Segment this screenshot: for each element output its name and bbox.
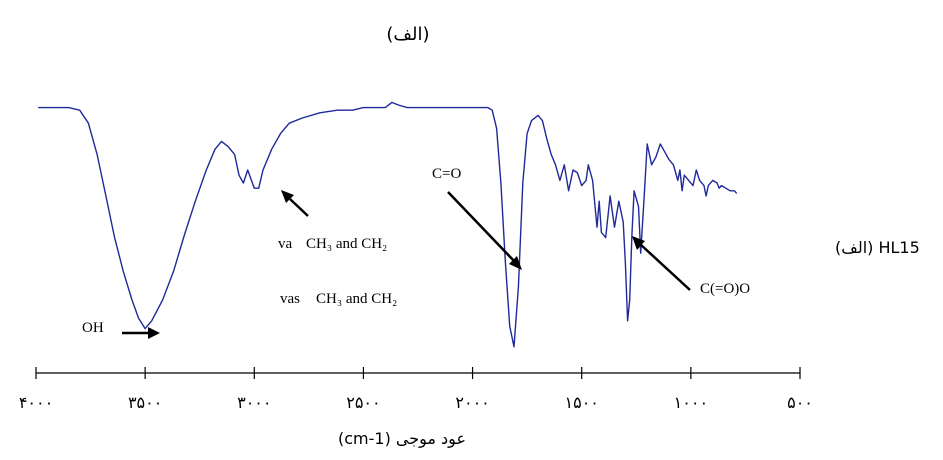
x-axis-ticks: ۴۰۰۰ ۳۵۰۰ ۳۰۰۰ ۲۵۰۰ ۲۰۰۰ ۱۵۰۰ ۱۰۰۰ ۵۰۰: [19, 367, 813, 412]
x-tick-label: ۱۵۰۰: [565, 393, 599, 412]
annotation-vas-prefix: vas: [280, 291, 300, 307]
x-axis-label: عود موجی (cm-1): [338, 429, 466, 449]
arrow-ester: [632, 236, 691, 291]
x-tick-label: ۲۵۰۰: [346, 393, 380, 412]
plot-area: [38, 101, 738, 348]
side-label: (الف) HL15: [835, 238, 920, 257]
annotation-ester: C(=O)O: [700, 281, 750, 297]
annotation-vas-group: vas CH₃ and CH₂: [280, 291, 397, 307]
x-tick-label: ۳۰۰۰: [237, 393, 271, 412]
annotation-va-prefix: va: [278, 236, 293, 252]
chart-title: (الف): [386, 24, 429, 45]
x-tick-label: ۳۵۰۰: [128, 393, 162, 412]
annotation-va-group: va CH₃ and CH₂: [278, 236, 387, 252]
x-tick-label: ۱۰۰۰: [674, 393, 708, 412]
x-tick-label: ۲۰۰۰: [455, 393, 489, 412]
spectrum-line: [38, 101, 738, 348]
annotation-va-text: CH₃ and CH₂: [306, 236, 387, 252]
annotation-co: C=O: [432, 166, 461, 182]
annotation-oh: OH: [82, 320, 104, 336]
x-tick-label: ۵۰۰: [787, 393, 813, 412]
arrow-ch: [281, 190, 309, 217]
annotation-vas-text: CH₃ and CH₂: [316, 291, 397, 307]
arrow-co: [447, 191, 522, 270]
x-tick-label: ۴۰۰۰: [19, 393, 53, 412]
arrow-oh: [122, 327, 160, 339]
